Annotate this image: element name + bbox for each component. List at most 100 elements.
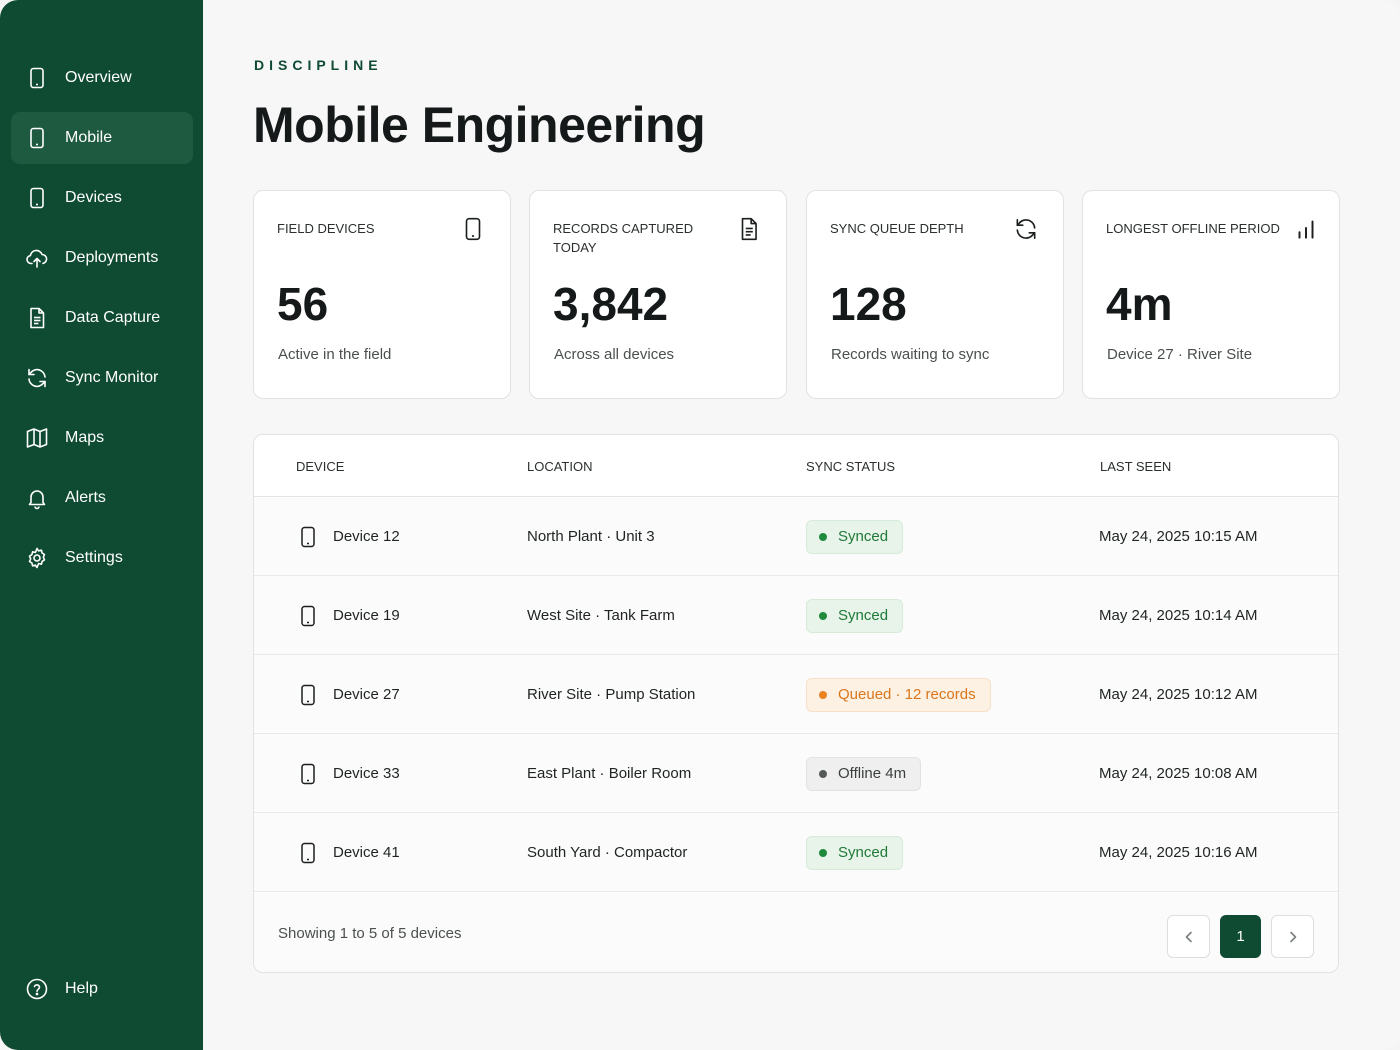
column-header-last-seen[interactable]: LAST SEEN	[1100, 459, 1172, 474]
table-row[interactable]: Device 27 River Site · Pump Station Queu…	[254, 655, 1338, 734]
stat-cards: FIELD DEVICES 56 Active in the field REC…	[253, 190, 1340, 399]
sidebar-item-sync-monitor[interactable]: Sync Monitor	[11, 352, 193, 404]
stat-card-subtext: Active in the field	[278, 346, 392, 363]
sidebar-item-maps[interactable]: Maps	[11, 412, 193, 464]
phone-icon	[296, 762, 320, 786]
last-seen-cell: May 24, 2025 10:08 AM	[1099, 765, 1258, 782]
stat-card-label: LONGEST OFFLINE PERIOD	[1106, 221, 1280, 236]
page-button-current[interactable]: 1	[1220, 915, 1261, 958]
status-cell: Offline 4m	[806, 734, 922, 813]
status-label: Synced	[838, 607, 889, 624]
sidebar-nav: Overview Mobile Devices Deployments	[11, 52, 193, 592]
stat-card-label: RECORDS CAPTURED TODAY	[553, 221, 694, 255]
prev-page-button[interactable]	[1167, 915, 1210, 958]
phone-icon	[296, 841, 320, 865]
page-eyebrow: DISCIPLINE	[254, 57, 383, 73]
status-label: Queued · 12 records	[838, 686, 976, 703]
stat-card-value: 3,842	[553, 278, 669, 330]
device-name: Device 33	[333, 765, 400, 782]
status-cell: Synced	[806, 813, 904, 892]
status-badge: Synced	[806, 598, 904, 633]
status-badge: Synced	[806, 835, 904, 870]
status-dot	[819, 848, 827, 857]
phone-icon	[460, 216, 486, 242]
table-row[interactable]: Device 19 West Site · Tank Farm Synced M…	[254, 576, 1338, 655]
phone-icon	[296, 525, 320, 549]
phone-icon	[25, 66, 49, 90]
status-dot	[819, 611, 827, 620]
main-content: DISCIPLINE Mobile Engineering FIELD DEVI…	[253, 0, 1400, 1050]
column-header-sync-status[interactable]: SYNC STATUS	[806, 459, 896, 474]
sidebar-item-mobile[interactable]: Mobile	[11, 112, 193, 164]
sidebar-item-label: Alerts	[65, 489, 106, 506]
device-cell: Device 19	[296, 576, 400, 655]
stat-card-value: 4m	[1106, 278, 1173, 330]
location-cell: North Plant · Unit 3	[527, 528, 655, 545]
status-label: Offline 4m	[838, 765, 907, 782]
sidebar: Overview Mobile Devices Deployments	[0, 0, 203, 1050]
chevron-right-icon	[1285, 929, 1301, 945]
stat-card-longest-offline: LONGEST OFFLINE PERIOD 4m Device 27 · Ri…	[1082, 190, 1340, 399]
status-dot	[819, 690, 827, 699]
status-label: Synced	[838, 528, 889, 545]
status-dot	[819, 532, 827, 541]
status-badge: Offline 4m	[806, 756, 922, 791]
phone-icon	[296, 683, 320, 707]
chevron-left-icon	[1181, 929, 1197, 945]
device-name: Device 27	[333, 686, 400, 703]
location-cell: River Site · Pump Station	[527, 686, 696, 703]
last-seen-cell: May 24, 2025 10:12 AM	[1099, 686, 1258, 703]
gear-icon	[25, 546, 49, 570]
status-cell: Synced	[806, 576, 904, 655]
phone-icon	[25, 186, 49, 210]
sidebar-item-settings[interactable]: Settings	[11, 532, 193, 584]
table-row[interactable]: Device 33 East Plant · Boiler Room Offli…	[254, 734, 1338, 813]
table-row[interactable]: Device 12 North Plant · Unit 3 Synced Ma…	[254, 497, 1338, 576]
table-footer: Showing 1 to 5 of 5 devices 1	[254, 893, 1338, 972]
sidebar-item-label: Devices	[65, 189, 122, 206]
sidebar-item-overview[interactable]: Overview	[11, 52, 193, 104]
last-seen-cell: May 24, 2025 10:14 AM	[1099, 607, 1258, 624]
device-name: Device 41	[333, 844, 400, 861]
map-icon	[25, 426, 49, 450]
pagination: 1	[1167, 915, 1314, 958]
phone-icon	[25, 126, 49, 150]
location-cell: West Site · Tank Farm	[527, 607, 675, 624]
devices-table: DEVICE LOCATION SYNC STATUS LAST SEEN De…	[253, 434, 1339, 973]
device-name: Device 19	[333, 607, 400, 624]
status-label: Synced	[838, 844, 889, 861]
stat-card-label: FIELD DEVICES	[277, 221, 375, 236]
stat-card-sync-queue-depth: SYNC QUEUE DEPTH 128 Records waiting to …	[806, 190, 1064, 399]
device-name: Device 12	[333, 528, 400, 545]
table-row[interactable]: Device 41 South Yard · Compactor Synced …	[254, 813, 1338, 892]
sidebar-item-label: Overview	[65, 69, 132, 86]
device-cell: Device 27	[296, 655, 400, 734]
stat-card-value: 56	[277, 278, 329, 330]
sidebar-item-devices[interactable]: Devices	[11, 172, 193, 224]
status-badge: Synced	[806, 519, 904, 554]
next-page-button[interactable]	[1271, 915, 1314, 958]
status-dot	[819, 769, 827, 778]
status-cell: Queued · 12 records	[806, 655, 991, 734]
stat-card-records-captured: RECORDS CAPTURED TODAY 3,842 Across all …	[529, 190, 787, 399]
sidebar-item-alerts[interactable]: Alerts	[11, 472, 193, 524]
location-cell: East Plant · Boiler Room	[527, 765, 692, 782]
column-header-location[interactable]: LOCATION	[527, 459, 593, 474]
stat-card-field-devices: FIELD DEVICES 56 Active in the field	[253, 190, 511, 399]
last-seen-cell: May 24, 2025 10:15 AM	[1099, 528, 1258, 545]
sidebar-item-label: Sync Monitor	[65, 369, 159, 386]
sidebar-item-label: Mobile	[65, 129, 113, 146]
sidebar-item-label: Data Capture	[65, 309, 161, 326]
stat-card-subtext: Across all devices	[554, 346, 675, 363]
sidebar-item-data-capture[interactable]: Data Capture	[11, 292, 193, 344]
document-icon	[736, 216, 762, 242]
column-header-device[interactable]: DEVICE	[296, 459, 345, 474]
sidebar-item-label: Settings	[65, 549, 123, 566]
sidebar-item-label: Help	[65, 980, 98, 997]
sidebar-item-help[interactable]: Help	[11, 963, 193, 1015]
table-header: DEVICE LOCATION SYNC STATUS LAST SEEN	[254, 435, 1338, 497]
sidebar-item-deployments[interactable]: Deployments	[11, 232, 193, 284]
device-cell: Device 41	[296, 813, 400, 892]
help-circle-icon	[25, 977, 49, 1001]
